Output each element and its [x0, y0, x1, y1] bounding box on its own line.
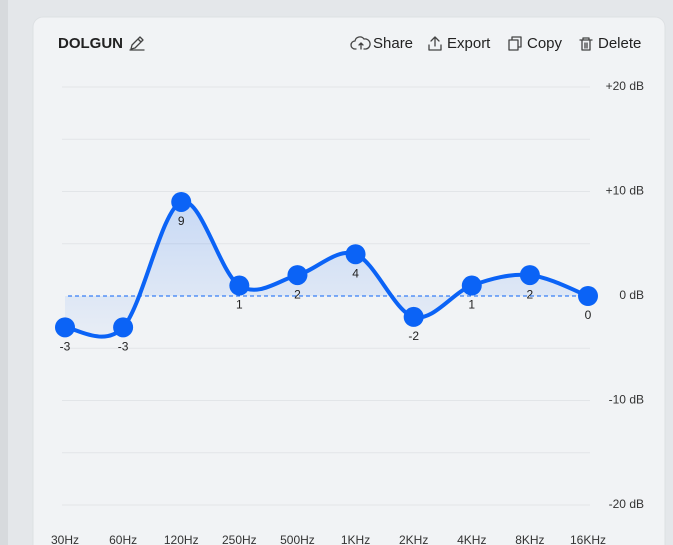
value-label: 0 [585, 308, 592, 322]
delete-label[interactable]: Delete [598, 35, 641, 52]
value-label: 1 [236, 298, 243, 312]
y-tick-label: +20 dB [606, 79, 644, 93]
y-tick-label: 0 dB [619, 288, 644, 302]
x-tick-label: 4KHz [457, 533, 486, 545]
value-label: -2 [408, 329, 419, 343]
band-handle[interactable] [403, 306, 424, 327]
side-panel [0, 0, 8, 545]
value-label: 2 [527, 287, 534, 301]
value-label: 9 [178, 214, 185, 228]
share-button[interactable]: Share [350, 35, 413, 52]
x-tick-label: 30Hz [51, 533, 79, 545]
y-tick-label: -20 dB [609, 497, 644, 511]
band-handle[interactable] [55, 317, 75, 338]
band-handle[interactable] [171, 191, 192, 212]
band-handle[interactable] [461, 275, 482, 296]
preset-title: DOLGUN [58, 35, 123, 52]
value-label: 4 [352, 266, 359, 280]
band-handle[interactable] [229, 275, 250, 296]
y-tick-label: -10 dB [609, 393, 644, 407]
x-tick-label: 8KHz [515, 533, 544, 545]
band-handle[interactable] [578, 286, 598, 306]
band-handle[interactable] [345, 244, 366, 265]
copy-button[interactable]: Copy [508, 35, 563, 52]
export-label[interactable]: Export [447, 35, 491, 52]
x-tick-label: 60Hz [109, 533, 137, 545]
x-tick-label: 16KHz [570, 533, 606, 545]
x-tick-label: 2KHz [399, 533, 428, 545]
value-label: 2 [294, 287, 301, 301]
value-label: -3 [60, 340, 71, 354]
x-tick-label: 250Hz [222, 533, 257, 545]
delete-button[interactable]: Delete [579, 35, 641, 52]
x-tick-label: 120Hz [164, 533, 199, 545]
plot: +20 dB +10 dB 0 dB -10 dB -20 dB -3 30Hz -3 60Hz… [51, 79, 644, 545]
area-fill [65, 201, 588, 337]
edit-icon[interactable] [129, 36, 145, 51]
export-button[interactable]: Export [428, 35, 491, 52]
band-handle[interactable] [113, 317, 134, 338]
share-label[interactable]: Share [373, 35, 413, 52]
copy-label[interactable]: Copy [527, 35, 563, 52]
value-label: 1 [468, 298, 475, 312]
x-tick-label: 1KHz [341, 533, 370, 545]
band-handle[interactable] [519, 265, 540, 286]
value-label: -3 [118, 340, 129, 354]
y-tick-label: +10 dB [606, 184, 644, 198]
band-handle[interactable] [287, 265, 308, 286]
x-tick-label: 500Hz [280, 533, 315, 545]
